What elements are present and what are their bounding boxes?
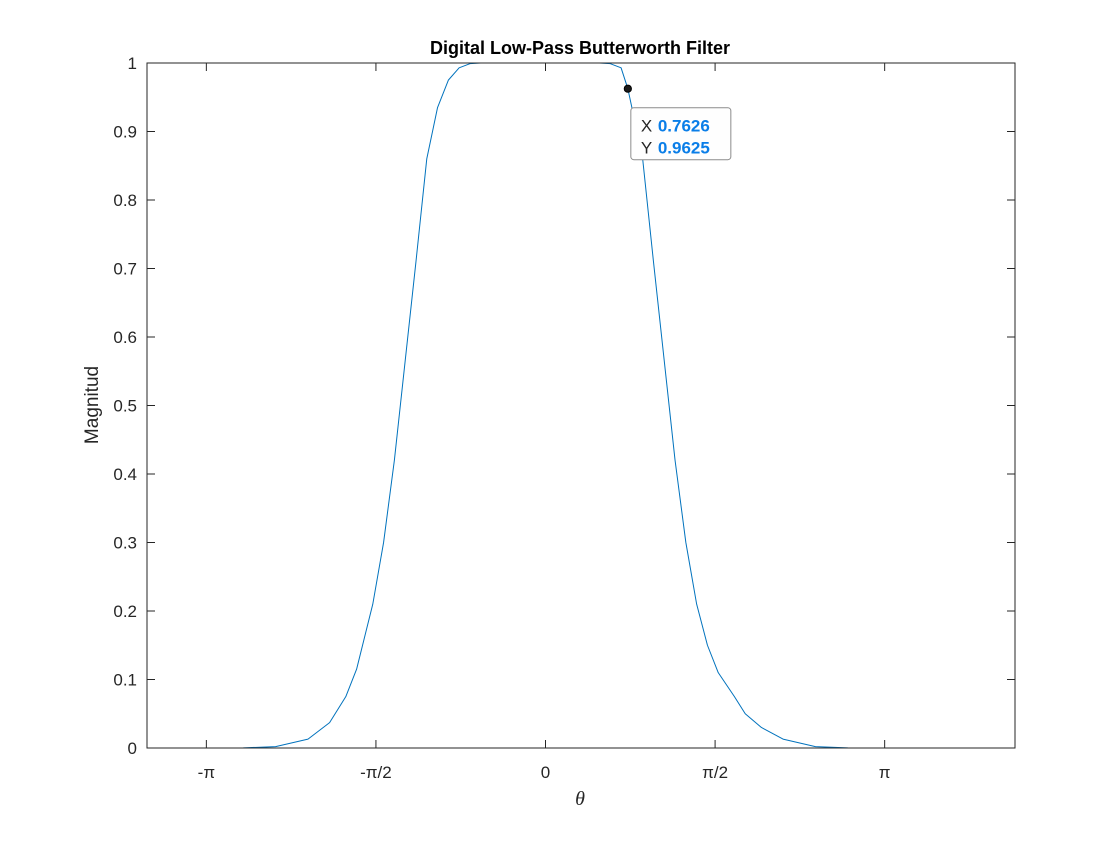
plot-area — [147, 63, 1015, 748]
chart-title: Digital Low-Pass Butterworth Filter — [430, 38, 730, 58]
datatip-y-value: 0.9625 — [658, 139, 710, 158]
y-tick-label: 0.6 — [113, 328, 137, 347]
y-tick-label: 0.2 — [113, 602, 137, 621]
y-tick-label: 0.9 — [113, 123, 137, 142]
y-tick-label: 1 — [128, 54, 137, 73]
y-tick-label: 0.8 — [113, 191, 137, 210]
datatip-x-key: X — [641, 117, 652, 136]
y-tick-label: 0.1 — [113, 671, 137, 690]
axis-tick-labels: -π -π/2 0 π/2 π 0 0.1 0.2 0.3 0.4 0.5 0.6 0.7 0.8 0.9 1 — [113, 54, 890, 782]
x-tick-label: π/2 — [702, 763, 728, 782]
datatip-y-key: Y — [641, 139, 652, 158]
datatip-box — [630, 107, 732, 161]
y-tick-label: 0.5 — [113, 397, 137, 416]
y-tick-label: 0.3 — [113, 534, 137, 553]
y-tick-label: 0.7 — [113, 260, 137, 279]
x-tick-label: π — [879, 763, 891, 782]
axes-box — [146, 62, 1016, 749]
x-tick-label: -π/2 — [360, 763, 392, 782]
x-tick-label: -π — [198, 763, 215, 782]
datatip-x-value: 0.7626 — [658, 117, 710, 136]
datatip[interactable]: X 0.7626 Y 0.9625 — [623, 84, 732, 161]
y-tick-label: 0.4 — [113, 465, 137, 484]
y-axis-label: Magnitud — [82, 366, 103, 444]
datatip-marker[interactable] — [623, 84, 632, 93]
y-tick-label: 0 — [128, 739, 137, 758]
x-axis-label: θ — [575, 788, 585, 810]
x-tick-label: 0 — [541, 763, 550, 782]
